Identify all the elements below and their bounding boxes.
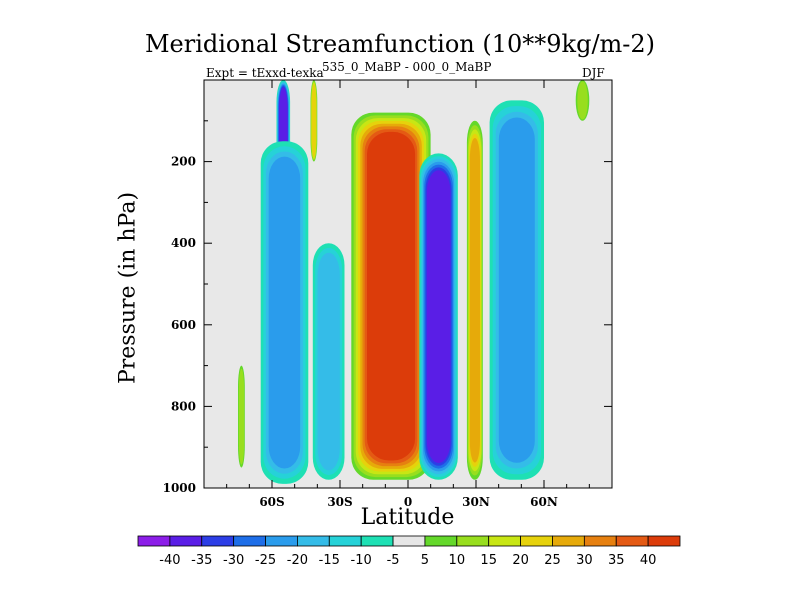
y-tick-label: 600 bbox=[171, 318, 196, 332]
colorbar-label: 10 bbox=[449, 553, 466, 568]
colorbar-label: -5 bbox=[387, 553, 400, 568]
neg-cell-60S-lower-level--20 bbox=[268, 156, 301, 469]
neg-cell-hadley-north-level--35 bbox=[426, 170, 451, 463]
colorbar-label: 30 bbox=[576, 553, 593, 568]
colorbar-swatch bbox=[552, 535, 585, 547]
x-axis-label: Latitude bbox=[360, 505, 455, 530]
colorbar: -40 -35 -30 -25 -20 -15 -10 -5 5 10 15 20 25 30 35 40 bbox=[137, 535, 681, 568]
colorbar-label: 15 bbox=[480, 553, 497, 568]
colorbar-label: -40 bbox=[159, 553, 180, 568]
colorbar-label: -30 bbox=[223, 553, 244, 568]
neg-cell-30S-level--15 bbox=[317, 252, 340, 471]
neg-cell-50N-level--20 bbox=[498, 117, 535, 463]
colorbar-swatch bbox=[392, 535, 426, 547]
colorbar-swatch bbox=[647, 535, 681, 547]
pos-cell-75N-upper-level-10 bbox=[577, 81, 588, 120]
x-tick-label: 30N bbox=[462, 495, 490, 509]
period-label: 535_0_MaBP - 000_0_MaBP bbox=[322, 60, 492, 74]
x-tick-label: 0 bbox=[404, 495, 412, 509]
contour-fill-layer bbox=[238, 80, 590, 484]
y-tick-label: 800 bbox=[171, 399, 196, 413]
colorbar-swatch bbox=[328, 535, 362, 547]
season-label: DJF bbox=[582, 66, 605, 80]
colorbar-label: -20 bbox=[287, 553, 308, 568]
x-tick-label: 30S bbox=[327, 495, 352, 509]
colorbar-label: -10 bbox=[351, 553, 372, 568]
colorbar-label: -35 bbox=[191, 553, 212, 568]
colorbar-label: 35 bbox=[608, 553, 625, 568]
colorbar-swatch bbox=[488, 535, 521, 547]
colorbar-swatch bbox=[265, 535, 298, 547]
y-tick-label: 1000 bbox=[163, 481, 196, 495]
colorbar-swatch bbox=[520, 535, 553, 547]
y-tick-label: 200 bbox=[171, 155, 196, 169]
axes-layer: 60S 30S 0 30N 60N 200 400 600 800 1000 bbox=[163, 80, 612, 509]
colorbar-swatch bbox=[424, 535, 458, 547]
colorbar-swatch bbox=[201, 535, 235, 547]
colorbar-swatch bbox=[360, 535, 394, 547]
colorbar-swatch bbox=[233, 535, 266, 547]
colorbar-swatch bbox=[583, 535, 617, 547]
x-tick-label: 60N bbox=[530, 495, 558, 509]
pos-cell-hadley-south-level-40 bbox=[367, 131, 416, 461]
chart-title: Meridional Streamfunction (10**9kg/m-2) bbox=[144, 30, 656, 58]
colorbar-label: 25 bbox=[544, 553, 561, 568]
colorbar-swatch bbox=[615, 535, 649, 547]
colorbar-swatch bbox=[456, 535, 490, 547]
colorbar-label: 20 bbox=[512, 553, 529, 568]
colorbar-swatch bbox=[297, 535, 330, 547]
pos-cell-40S-upper-level-20 bbox=[311, 83, 317, 158]
pos-cell-ferrel-north-level-25 bbox=[469, 138, 480, 463]
y-tick-label: 400 bbox=[171, 236, 196, 250]
colorbar-swatch bbox=[169, 535, 203, 547]
x-tick-label: 60S bbox=[259, 495, 284, 509]
experiment-label: Expt = tExxd-texka bbox=[206, 66, 324, 80]
colorbar-label: 40 bbox=[640, 553, 657, 568]
colorbar-label: -15 bbox=[319, 553, 340, 568]
colorbar-swatch bbox=[137, 535, 171, 547]
colorbar-label: 5 bbox=[421, 553, 429, 568]
pos-cell-75S-lower-level-10 bbox=[238, 368, 245, 465]
colorbar-label: -25 bbox=[255, 553, 276, 568]
